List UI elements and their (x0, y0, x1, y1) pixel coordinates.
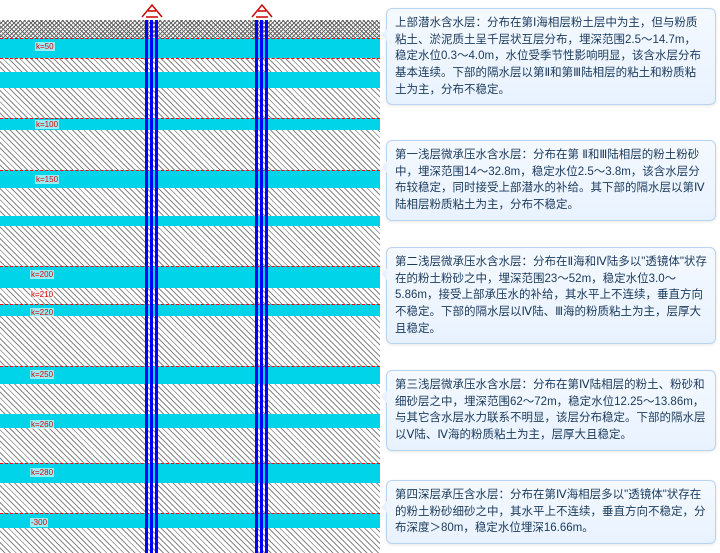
stratum-layer-9 (0, 216, 380, 226)
aquifer-description-2: 第二浅层微承压水含水层：分布在Ⅱ海和Ⅳ陆多以"透镜体"状存在的粉土粉砂之中，埋深… (386, 247, 716, 344)
stratum-layer-16 (0, 384, 380, 414)
stratum-layer-0 (0, 20, 380, 38)
elevation-marker-4: k=210 (30, 290, 54, 299)
aquifer-description-4: 第四深层承压含水层：分布在第Ⅳ海相层多以"透镜体"状存在的粉土粉砂细砂之中，其水… (386, 480, 716, 544)
drill-rig-icon-1 (248, 3, 276, 19)
geological-cross-section: k=50 k=100 k=150 k=200 k=210 k=220 k=250 k=260 k… (0, 0, 380, 553)
boundary-line-1 (0, 58, 380, 59)
stratum-layer-18 (0, 428, 380, 463)
stratum-layer-10 (0, 226, 380, 266)
boundary-line-0 (0, 38, 380, 39)
elevation-marker-5: k=220 (30, 308, 54, 317)
stratum-layer-2 (0, 58, 380, 72)
boundary-line-8 (0, 513, 380, 514)
boundary-line-4 (0, 266, 380, 267)
elevation-marker-6: k=250 (30, 370, 54, 379)
stratum-layer-17 (0, 414, 380, 428)
elevation-marker-2: k=150 (35, 175, 59, 184)
aquifer-description-0: 上部潜水含水层：分布在第Ⅰ海相层粉土层中为主，但与粉质粘土、淤泥质土呈千层状互层… (386, 8, 716, 105)
stratum-layer-19 (0, 463, 380, 483)
stratum-layer-15 (0, 366, 380, 384)
stratum-layer-1 (0, 38, 380, 58)
stratum-layer-22 (0, 528, 380, 553)
stratum-layer-14 (0, 316, 380, 366)
elevation-marker-8: k=280 (30, 468, 54, 477)
stratum-layer-21 (0, 513, 380, 528)
aquifer-description-3: 第三浅层微承压水含水层：分布在第Ⅳ陆相层的粉土、粉砂和细砂层之中，埋深范围62～… (386, 370, 716, 451)
stratum-layer-11 (0, 266, 380, 288)
boundary-line-2 (0, 118, 380, 119)
stratum-layer-12 (0, 288, 380, 304)
elevation-marker-3: k=200 (30, 270, 54, 279)
boundary-line-5 (0, 304, 380, 305)
elevation-marker-1: k=100 (35, 120, 59, 129)
elevation-marker-9: -300 (30, 518, 48, 527)
borehole-0 (150, 20, 153, 553)
borehole-1 (260, 20, 263, 553)
stratum-layer-8 (0, 188, 380, 216)
stratum-layer-3 (0, 72, 380, 88)
aquifer-description-1: 第一浅层微承压水含水层：分布在第 Ⅱ和Ⅲ陆相层的粉土粉砂中，埋深范围14～32.… (386, 140, 716, 221)
stratum-layer-20 (0, 483, 380, 513)
boundary-line-7 (0, 463, 380, 464)
stratum-layer-13 (0, 304, 380, 316)
stratum-layer-4 (0, 88, 380, 118)
boundary-line-3 (0, 170, 380, 171)
boundary-line-6 (0, 366, 380, 367)
elevation-marker-7: k=260 (30, 420, 54, 429)
drill-rig-icon-0 (138, 3, 166, 19)
stratum-layer-6 (0, 130, 380, 170)
elevation-marker-0: k=50 (35, 42, 55, 51)
